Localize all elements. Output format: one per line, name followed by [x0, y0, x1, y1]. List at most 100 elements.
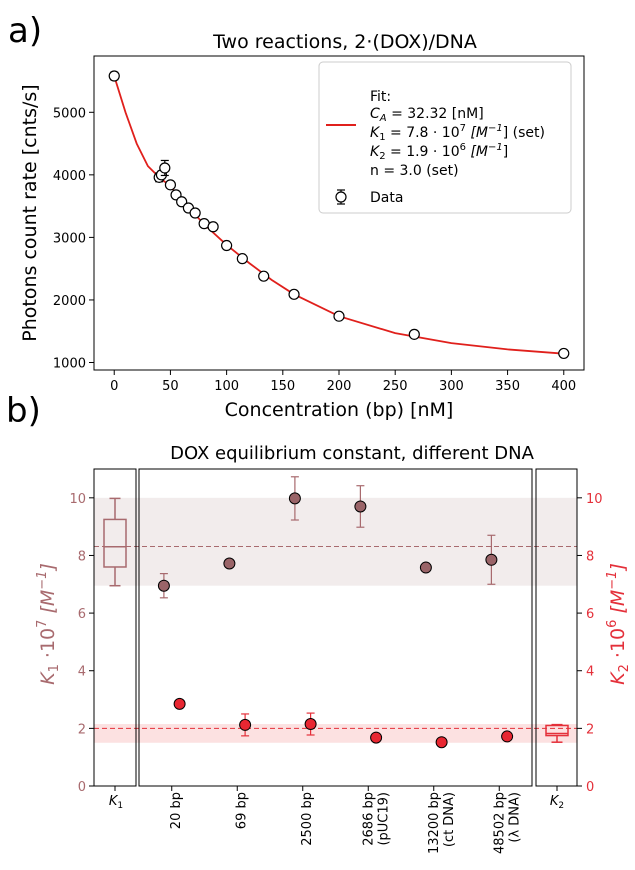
mean-lines [94, 546, 577, 729]
x-tick-label: 50 [162, 379, 179, 394]
category-label-line1: 48502 bp [492, 792, 507, 854]
left-label-exp: 7 [35, 620, 50, 628]
data-point [288, 288, 300, 300]
x-tick-label: 300 [439, 379, 464, 394]
legend-box [318, 61, 572, 214]
right-label-tail: ] [607, 563, 629, 571]
panel-b-main-frame [138, 468, 533, 787]
panel-a-x-ticks: 0 50 100 150 200 250 300 350 400 [110, 370, 576, 394]
data-point [164, 179, 177, 191]
legend-data-label: Data [370, 190, 403, 206]
x-tick-label: 200 [327, 379, 352, 394]
panel-a-y-ticks: 1000 2000 3000 4000 5000 [53, 106, 94, 371]
k2-xtick-symbol: K [550, 794, 560, 809]
category-label: 48502 bp(λ DNA) [492, 792, 522, 854]
panel-a-x-axis-label: Concentration (bp) [nM] [225, 399, 454, 421]
legend-ca-value: = 32.32 [nM] [387, 106, 484, 122]
panel-b-label: b) [6, 391, 41, 431]
data-point [159, 162, 171, 174]
legend-k2-exp: 6 [460, 142, 466, 153]
category-label-line1: 2686 bp [361, 792, 376, 846]
legend-fit-label: Fit: [370, 89, 391, 105]
category-label: 20 bp [169, 792, 184, 829]
panel-b-left-axis-label: K1 ·107 [M−1] [35, 563, 62, 685]
k1-point [354, 500, 367, 513]
panel-b-k2-xtick: K2 [550, 794, 564, 811]
data-point [176, 196, 188, 208]
summary-boxplots [103, 497, 569, 743]
x-tick-label: 150 [270, 379, 295, 394]
k1-point [288, 492, 301, 505]
category-label-line1: 2500 bp [300, 792, 315, 846]
legend-fit-line-ca: CA = 32.32 [nM] [370, 106, 484, 124]
legend: Fit: CA = 32.32 [nM] K1 = 7.8 · 107 [M−1… [318, 61, 572, 214]
y-tick-label: 4000 [53, 169, 86, 184]
k2-point [239, 718, 252, 731]
y-tick-label: 2000 [53, 294, 86, 309]
left-label-symbol: K [37, 671, 59, 685]
data-point [207, 221, 219, 233]
right-label-symbol: K [607, 671, 629, 685]
category-label-line2: (pUC19) [376, 792, 391, 846]
legend-k2-tail: ] [503, 144, 508, 160]
k1-point [485, 553, 498, 566]
confidence-bands [94, 497, 577, 743]
k1-summary-box [103, 518, 127, 568]
data-point [221, 239, 233, 252]
legend-ca-sub: A [379, 113, 387, 124]
left-tick-label: 4 [78, 665, 86, 680]
category-label-line1: 20 bp [169, 792, 184, 829]
left-tick-label: 6 [78, 607, 86, 622]
data-point [189, 207, 201, 219]
category-label-line2: (ct DNA) [442, 792, 457, 847]
legend-k2-unit-exp: −1 [488, 142, 503, 153]
data-points-layer [108, 70, 570, 360]
right-tick-label: 4 [586, 665, 594, 680]
right-label-unit-exp: −1 [605, 571, 620, 590]
data-point [408, 328, 420, 340]
legend-k1-exp: 7 [460, 123, 466, 134]
panel-b-k1-xtick: K1 [109, 794, 123, 811]
y-tick-label: 3000 [53, 231, 86, 246]
right-tick-label: 10 [586, 492, 603, 507]
panel-b-title: DOX equilibrium constant, different DNA [170, 443, 535, 464]
left-tick-label: 8 [78, 549, 86, 564]
panel-a-y-axis-label: Photons count rate [cnts/s] [19, 84, 41, 341]
legend-data-marker [335, 191, 347, 203]
left-label-tail: ] [37, 563, 59, 571]
x-tick-label: 250 [383, 379, 408, 394]
right-label-unit: [M [607, 590, 629, 620]
data-point [558, 347, 570, 360]
left-label-unit: [M [37, 590, 59, 620]
right-tick-label: 8 [586, 549, 594, 564]
k1-confidence-band [94, 497, 577, 586]
legend-ca-symbol: C [370, 106, 380, 122]
legend-k1-tail: ] (set) [503, 125, 545, 141]
k1-point [223, 557, 236, 570]
category-label-line1: 13200 bp [427, 792, 442, 854]
x-tick-label: 100 [214, 379, 239, 394]
data-point [108, 70, 120, 82]
k2-point [173, 697, 186, 710]
legend-k2-value: = 1.9 · 10 [386, 144, 460, 160]
k2-point [501, 730, 514, 743]
legend-k1-sub: 1 [379, 132, 385, 143]
right-tick-label: 0 [586, 780, 594, 795]
k2-summary-box [545, 724, 569, 737]
legend-fit-line-k1: K1 = 7.8 · 107 [M−1] (set) [370, 123, 545, 143]
y-tick-label: 5000 [53, 106, 86, 121]
legend-k2-unit: [M [466, 144, 488, 160]
legend-k2-symbol: K [370, 144, 381, 160]
legend-k1-value: = 7.8 · 10 [386, 125, 460, 141]
panel-a-title: Two reactions, 2·(DOX)/DNA [212, 31, 477, 53]
data-point [258, 270, 270, 282]
data-point [333, 310, 345, 322]
k2-point [435, 736, 448, 749]
x-tick-label: 400 [551, 379, 576, 394]
y-tick-label: 1000 [53, 356, 86, 371]
right-label-sub: 2 [617, 664, 632, 672]
right-tick-label: 6 [586, 607, 594, 622]
legend-fit-line-n: n = 3.0 (set) [370, 163, 459, 179]
category-label: 2500 bp [300, 792, 315, 846]
